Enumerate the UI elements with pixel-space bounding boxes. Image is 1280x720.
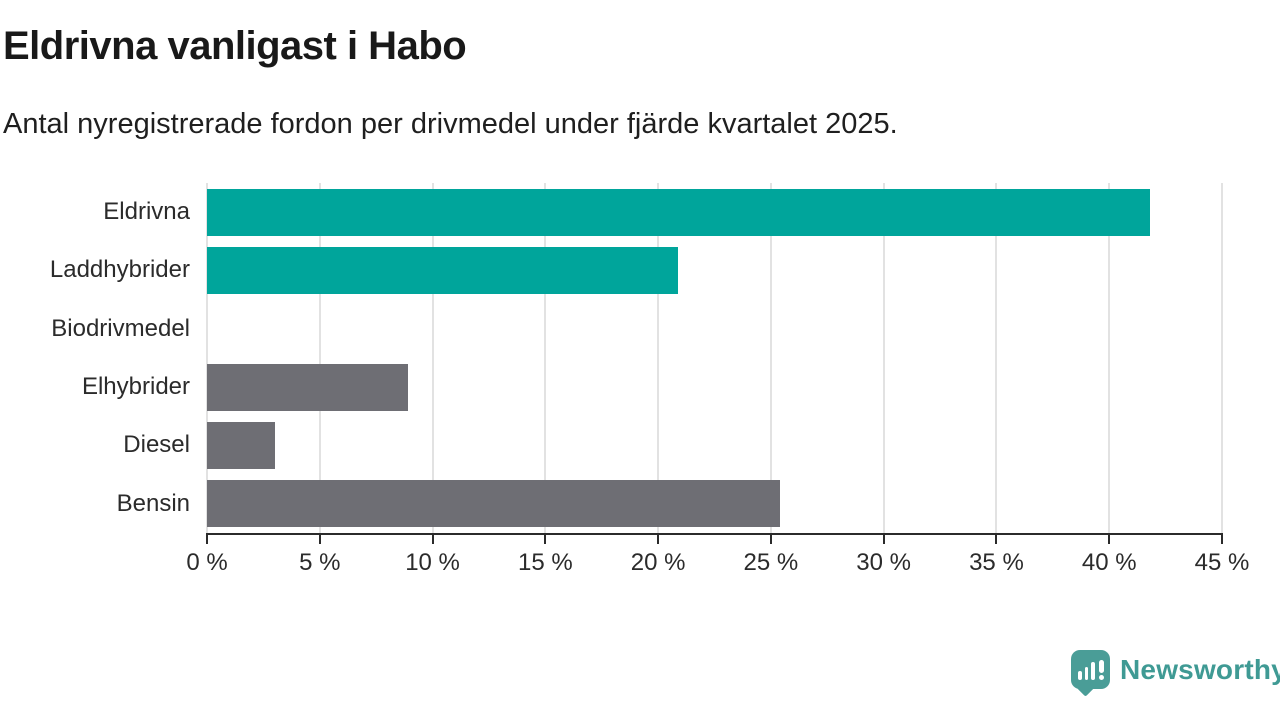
- chart-subtitle: Antal nyregistrerade fordon per drivmede…: [3, 108, 898, 140]
- axis-tick: [206, 535, 208, 544]
- gridline: [1108, 183, 1111, 533]
- category-label: Eldrivna: [103, 198, 190, 226]
- axis-tick: [1221, 535, 1223, 544]
- axis-tick: [995, 535, 998, 544]
- gridline: [995, 183, 998, 533]
- axis-tick: [1108, 535, 1111, 544]
- axis-tick: [657, 535, 660, 544]
- gridline: [769, 183, 772, 533]
- gridline: [206, 183, 208, 533]
- category-label: Laddhybrider: [49, 256, 190, 284]
- category-label: Diesel: [123, 431, 190, 459]
- x-axis-line: [206, 533, 1223, 535]
- axis-tick: [318, 535, 321, 544]
- axis-tick-label: 40 %: [1081, 549, 1137, 576]
- newsworthy-logo-icon: [1071, 650, 1110, 697]
- axis-tick: [431, 535, 434, 544]
- gridline: [1221, 183, 1223, 533]
- newsworthy-logo: Newsworthy: [1071, 650, 1280, 697]
- axis-tick-label: 30 %: [856, 549, 912, 576]
- category-label: Elhybrider: [81, 373, 190, 401]
- gridline: [544, 183, 547, 533]
- axis-tick-label: 5 %: [299, 549, 341, 576]
- speech-bubble-tail: [1076, 678, 1095, 697]
- chart-title: Eldrivna vanligast i Habo: [3, 24, 467, 68]
- bar-laddhybrider: [207, 247, 679, 294]
- axis-tick-label: 0 %: [186, 549, 228, 576]
- bar-eldrivna: [207, 188, 1150, 236]
- axis-tick-label: 15 %: [517, 549, 573, 576]
- axis-tick: [544, 535, 547, 544]
- gridline: [318, 183, 321, 533]
- category-label: Bensin: [116, 489, 190, 517]
- gridline: [882, 183, 885, 533]
- newsworthy-wordmark: Newsworthy: [1120, 653, 1280, 685]
- axis-tick-label: 20 %: [630, 549, 686, 576]
- axis-tick: [882, 535, 885, 544]
- axis-tick-label: 10 %: [405, 549, 460, 576]
- exclamation-icon: [1099, 660, 1105, 680]
- mini-bar-chart-icon: [1078, 658, 1105, 680]
- bar-bensin: [207, 480, 780, 528]
- axis-tick-label: 35 %: [969, 549, 1024, 576]
- y-axis-labels: Eldrivna Laddhybrider Biodrivmedel Elhybrid…: [0, 183, 190, 533]
- gridline: [657, 183, 660, 533]
- category-label: Biodrivmedel: [51, 314, 190, 342]
- axis-tick: [769, 535, 772, 544]
- gridline: [431, 183, 434, 533]
- axis-tick-label: 45 %: [1194, 549, 1250, 576]
- bar-chart-plot-area: 0 % 5 % 10 % 15 % 20 % 25 % 30 % 35 % 40 % 45 %: [186, 183, 1249, 576]
- bar-diesel: [207, 422, 275, 469]
- bar-elhybrider: [207, 363, 408, 411]
- axis-tick-label: 25 %: [743, 549, 799, 576]
